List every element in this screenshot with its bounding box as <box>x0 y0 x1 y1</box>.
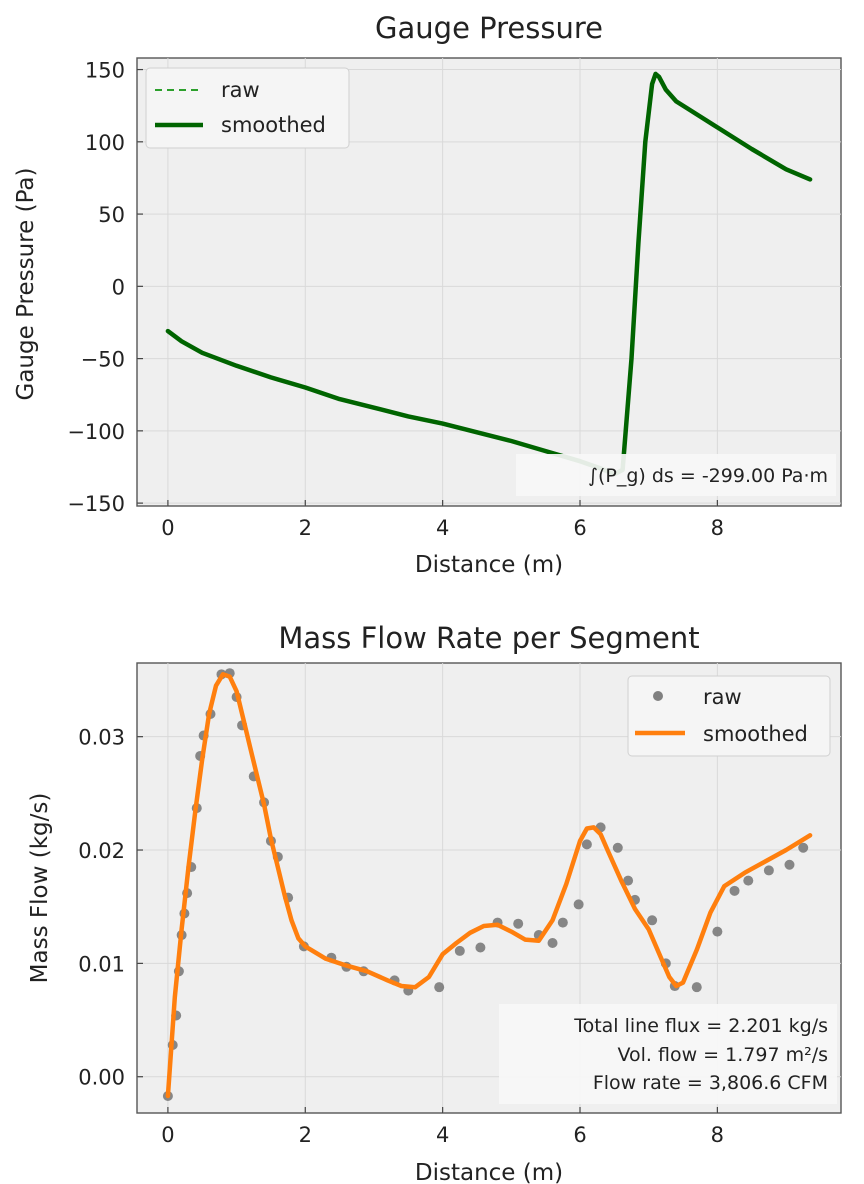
legend-raw-label: raw <box>703 685 742 709</box>
raw-data-point <box>712 926 723 937</box>
legend-smoothed-label: smoothed <box>221 113 326 137</box>
y-tick-label: 50 <box>98 203 125 227</box>
raw-data-point <box>623 875 634 886</box>
x-tick-label: 4 <box>436 1123 449 1147</box>
x-tick-label: 8 <box>711 516 724 540</box>
x-tick-label: 4 <box>436 516 449 540</box>
chart-title: Mass Flow Rate per Segment <box>278 621 699 655</box>
raw-data-point <box>691 982 702 993</box>
x-axis-label: Distance (m) <box>415 1160 563 1184</box>
y-tick-label: 0.01 <box>78 952 125 976</box>
legend: raw smoothed <box>627 675 831 757</box>
x-tick-label: 0 <box>161 516 174 540</box>
x-tick-label: 2 <box>299 516 312 540</box>
legend-box <box>145 67 350 149</box>
legend: raw smoothed <box>145 67 350 149</box>
mass-flow-chart: 0 2 4 6 8 0.00 0.01 0.02 0.03 Mass Flow Rate per… <box>27 621 842 1184</box>
raw-data-point <box>475 942 486 953</box>
chart-title: Gauge Pressure <box>375 11 603 45</box>
integral-annotation: ∫(P_g) ds = -299.00 Pa·m <box>516 454 836 496</box>
annotation-line-1: Total line flux = 2.201 kg/s <box>573 1015 828 1037</box>
raw-data-point <box>581 839 592 850</box>
raw-data-point <box>798 842 809 853</box>
y-tick-label: 150 <box>85 59 125 83</box>
x-tick-label: 8 <box>711 1123 724 1147</box>
x-tick-label: 2 <box>299 1123 312 1147</box>
raw-data-point <box>557 917 568 928</box>
y-axis-label: Mass Flow (kg/s) <box>27 793 53 984</box>
x-tick-label: 6 <box>573 516 586 540</box>
annotation-box <box>516 454 836 496</box>
series-group <box>162 668 813 1101</box>
tick-group: 0 2 4 6 8 −150 −100 −50 0 50 100 150 <box>67 59 724 540</box>
x-tick-label: 0 <box>161 1123 174 1147</box>
raw-data-point <box>434 982 445 993</box>
flux-annotation: Total line flux = 2.201 kg/s Vol. flow =… <box>499 1004 837 1104</box>
x-axis-label: Distance (m) <box>415 552 563 578</box>
y-tick-label: −50 <box>81 348 125 372</box>
legend-raw-swatch <box>653 691 663 701</box>
raw-data-point <box>647 915 658 926</box>
raw-data-point <box>454 945 465 956</box>
raw-data-point <box>573 899 584 910</box>
x-tick-label: 6 <box>573 1123 586 1147</box>
raw-data-point <box>763 865 774 876</box>
raw-data-point <box>547 937 558 948</box>
y-tick-label: −150 <box>67 492 125 516</box>
annotation-text: ∫(P_g) ds = -299.00 Pa·m <box>588 465 828 487</box>
y-tick-label: −100 <box>67 420 125 444</box>
legend-raw-label: raw <box>221 78 260 102</box>
gauge-pressure-chart: 0 2 4 6 8 −150 −100 −50 0 50 100 150 Gauge Pressure… <box>13 11 842 578</box>
y-axis-label: Gauge Pressure (Pa) <box>13 168 39 401</box>
raw-data-point <box>743 875 754 886</box>
y-tick-label: 0 <box>112 275 125 299</box>
raw-data-point <box>513 918 524 929</box>
raw-data-point <box>612 842 623 853</box>
tick-group: 0 2 4 6 8 0.00 0.01 0.02 0.03 <box>78 726 724 1147</box>
raw-data-point <box>784 859 795 870</box>
smoothed-line <box>165 672 813 1099</box>
y-tick-label: 0.03 <box>78 726 125 750</box>
raw-data-point <box>729 885 740 896</box>
legend-box <box>627 675 831 757</box>
y-tick-label: 0.02 <box>78 839 125 863</box>
y-tick-label: 100 <box>85 131 125 155</box>
annotation-line-2: Vol. flow = 1.797 m²/s <box>618 1044 829 1066</box>
legend-smoothed-label: smoothed <box>703 722 808 746</box>
annotation-box <box>499 1004 837 1104</box>
annotation-line-3: Flow rate = 3,806.6 CFM <box>593 1072 828 1094</box>
y-tick-label: 0.00 <box>78 1066 125 1090</box>
